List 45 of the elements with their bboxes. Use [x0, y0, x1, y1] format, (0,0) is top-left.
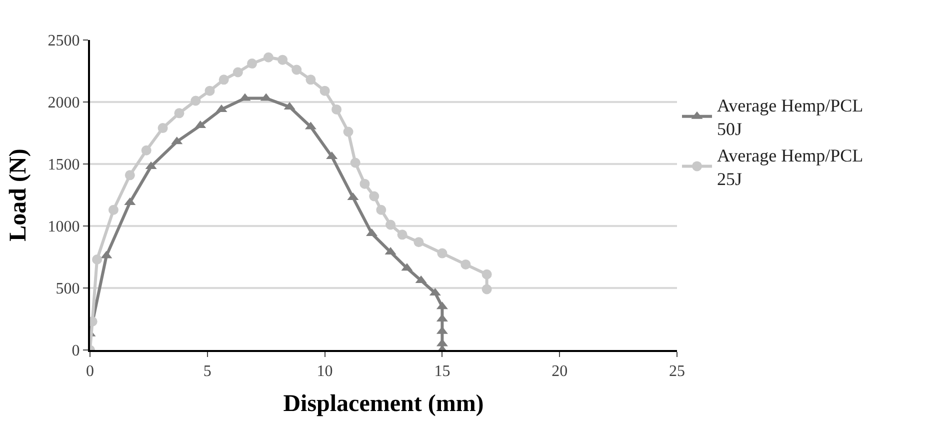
point — [232, 67, 243, 78]
y-tick-label: 0 — [72, 342, 80, 360]
point — [437, 248, 448, 258]
point — [92, 254, 102, 264]
point — [414, 237, 424, 248]
legend-label: Average Hemp/PCL 50J — [717, 96, 864, 140]
x-tick-label: 15 — [434, 363, 450, 380]
point — [386, 220, 396, 230]
y-tick-label: 2000 — [48, 94, 80, 112]
point — [158, 123, 168, 134]
point — [174, 108, 184, 118]
point — [108, 204, 118, 215]
x-tick-label: 5 — [203, 363, 212, 380]
point — [278, 54, 288, 65]
point — [141, 145, 152, 156]
point — [482, 269, 492, 280]
point — [306, 74, 316, 85]
legend-label: Average Hemp/PCL 25J — [717, 146, 864, 189]
y-tick-label: 500 — [56, 280, 80, 298]
point — [460, 259, 471, 270]
x-tick-label: 25 — [669, 363, 685, 380]
point — [343, 126, 354, 137]
y-tick-label: 1500 — [48, 156, 80, 174]
y-tick-label: 1000 — [48, 218, 80, 236]
point — [350, 158, 360, 168]
point — [204, 86, 215, 96]
point — [360, 178, 370, 189]
x-tick-label: 20 — [552, 363, 568, 380]
point — [369, 191, 380, 202]
point — [218, 74, 229, 85]
point — [124, 170, 135, 180]
x-tick-label: 0 — [86, 363, 94, 380]
point — [376, 204, 386, 215]
point — [247, 58, 258, 69]
x-axis-title: Displacement (mm) — [283, 391, 484, 417]
y-axis-title: Load (N) — [5, 148, 32, 242]
point — [263, 52, 274, 62]
y-tick-label: 2500 — [48, 32, 80, 50]
x-tick-label: 10 — [316, 363, 333, 380]
point — [332, 104, 342, 114]
point — [397, 230, 408, 240]
point — [190, 96, 201, 106]
point — [292, 64, 302, 75]
point — [482, 284, 492, 294]
point — [320, 86, 330, 96]
